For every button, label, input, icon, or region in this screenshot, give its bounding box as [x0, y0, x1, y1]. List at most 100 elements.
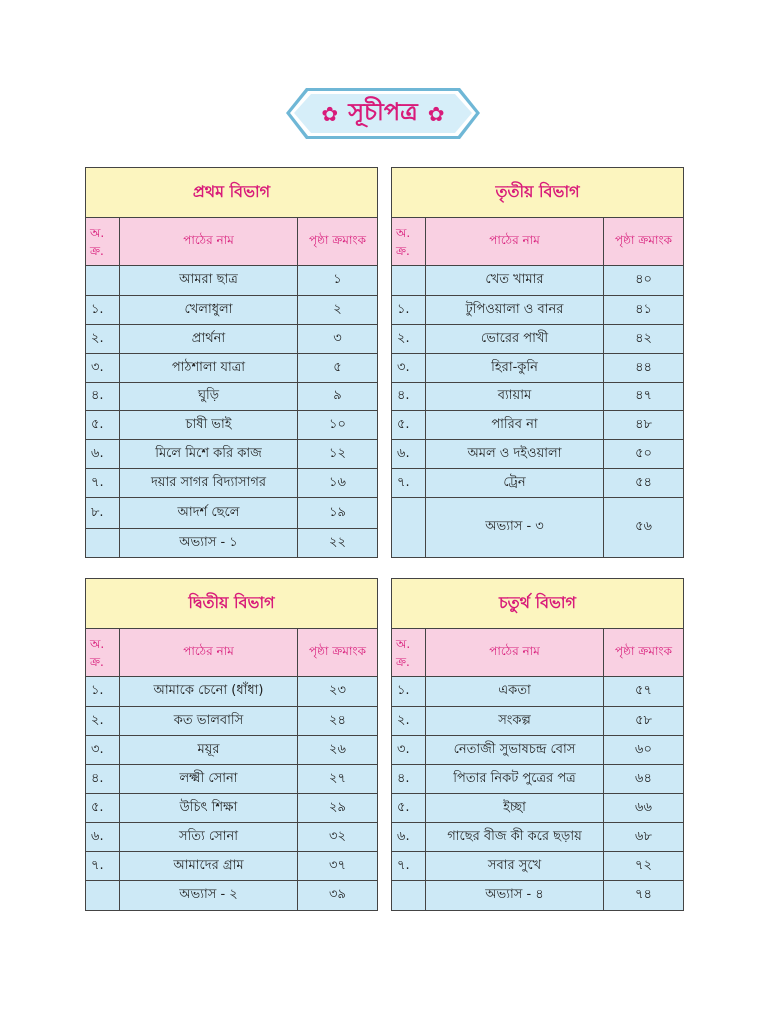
lesson-cell: অভ্যাস - ১: [119, 528, 298, 558]
lesson-cell: আমাদের গ্রাম: [119, 851, 298, 881]
flower-icon: ✿: [427, 101, 445, 126]
section-heading: চতুর্থ বিভাগ: [391, 578, 684, 629]
serial-cell: ১.: [391, 295, 426, 325]
table-row: ২. ভোরের পাখী ৪২: [391, 324, 685, 354]
serial-cell: ৬.: [391, 439, 426, 469]
serial-cell: ৬.: [85, 822, 120, 852]
page-cell: ৬৪: [603, 764, 684, 794]
lesson-cell: সবার সুখে: [425, 851, 604, 881]
table-row: ৩. ময়ূর ২৬: [85, 735, 378, 765]
lesson-cell: গাছের বীজ কী করে ছড়ায়: [425, 822, 604, 852]
serial-cell: ৭.: [85, 468, 120, 498]
serial-cell: ২.: [391, 706, 426, 736]
serial-cell: ৩.: [85, 735, 120, 765]
page-cell: ৭২: [603, 851, 684, 881]
page-cell: ২৩: [297, 676, 378, 707]
table-row: ৩. হিরা-কুনি ৪৪: [391, 353, 685, 383]
serial-cell: [85, 265, 120, 296]
lesson-cell: লক্ষ্মী সোনা: [119, 764, 298, 794]
lesson-cell: দয়ার সাগর বিদ্যাসাগর: [119, 468, 298, 498]
lesson-cell: আমরা ছাত্র: [119, 265, 298, 296]
serial-cell: ১.: [391, 676, 426, 707]
page-cell: ৪৪: [602, 353, 685, 383]
serial-cell: ৫.: [85, 793, 120, 823]
lesson-cell: ময়ূর: [119, 735, 298, 765]
serial-cell: ৫.: [391, 793, 426, 823]
page-cell: ২২: [297, 528, 378, 558]
table-row: অভ্যাস - ২ ৩৯: [85, 880, 378, 911]
serial-cell: ১.: [85, 676, 120, 707]
banner-shape: [286, 88, 480, 139]
page-cell: ১২: [297, 439, 378, 469]
serial-cell: ৫.: [85, 410, 120, 440]
serial-header: অ. ক্র.: [85, 628, 120, 677]
table-row: খেত খামার ৪০: [391, 265, 685, 296]
page-cell: ২৪: [297, 706, 378, 736]
table-row: ২. প্রার্থনা ৩: [85, 324, 378, 354]
serial-cell: ২.: [85, 324, 120, 354]
page-cell: ৫৪: [602, 468, 685, 498]
table-row: ৫. উচিৎ শিক্ষা ২৯: [85, 793, 378, 823]
serial-cell: ৪.: [391, 764, 426, 794]
table-row: ৬. অমল ও দইওয়ালা ৫০: [391, 439, 685, 469]
lesson-cell: সংকল্প: [425, 706, 604, 736]
table-row: ৩. নেতাজী সুভাষচন্দ্র বোস ৬০: [391, 735, 684, 765]
lesson-cell: অভ্যাস - ৩: [425, 497, 604, 558]
serial-cell: ৩.: [391, 735, 426, 765]
lesson-cell: সত্যি সোনা: [119, 822, 298, 852]
table-row: অভ্যাস - ৪ ৭৪: [391, 880, 684, 911]
lesson-cell: ইচ্ছা: [425, 793, 604, 823]
serial-cell: ৭.: [391, 851, 426, 881]
page-cell: ৪২: [602, 324, 685, 354]
serial-cell: ২.: [391, 324, 426, 354]
page-cell: ৯: [297, 382, 378, 411]
table-row: ৫. চাষী ভাই ১০: [85, 410, 378, 440]
page-cell: ৪০: [602, 265, 685, 296]
serial-cell: ৬.: [391, 822, 426, 852]
table-row: ৭. সবার সুখে ৭২: [391, 851, 684, 881]
lesson-cell: অমল ও দইওয়ালা: [425, 439, 604, 469]
table-row: ৭. আমাদের গ্রাম ৩৭: [85, 851, 378, 881]
page-cell: ৫০: [602, 439, 685, 469]
page-cell: ৬০: [603, 735, 684, 765]
page-cell: ৬৮: [603, 822, 684, 852]
page-cell: ৫৭: [603, 676, 684, 707]
table-row: ৪. পিতার নিকট পুত্রের পত্র ৬৪: [391, 764, 684, 794]
table-row: ৬. গাছের বীজ কী করে ছড়ায় ৬৮: [391, 822, 684, 852]
serial-cell: ৪.: [85, 764, 120, 794]
lesson-cell: ট্রেন: [425, 468, 604, 498]
section-heading: দ্বিতীয় বিভাগ: [85, 578, 378, 629]
table-row: ১. একতা ৫৭: [391, 676, 684, 707]
serial-cell: [391, 497, 426, 558]
table-row: ৮. আদর্শ ছেলে ১৯: [85, 497, 378, 529]
lesson-cell: অভ্যাস - ২: [119, 880, 298, 911]
serial-header: অ. ক্র.: [391, 628, 426, 677]
serial-cell: [391, 880, 426, 911]
page-cell: ৩২: [297, 822, 378, 852]
serial-cell: ৪.: [85, 382, 120, 411]
serial-cell: ৭.: [391, 468, 426, 498]
table-row: অভ্যাস - ১ ২২: [85, 528, 378, 558]
lesson-cell: নেতাজী সুভাষচন্দ্র বোস: [425, 735, 604, 765]
page-cell: ৪৭: [602, 382, 685, 411]
section-table-2: দ্বিতীয় বিভাগ অ. ক্র. পাঠের নাম পৃষ্ঠা ক…: [85, 578, 378, 911]
page-header: পৃষ্ঠা ক্রমাংক: [602, 217, 685, 266]
table-row: ৭. দয়ার সাগর বিদ্যাসাগর ১৬: [85, 468, 378, 498]
section-heading: তৃতীয় বিভাগ: [390, 167, 685, 218]
page-cell: ৭৪: [603, 880, 684, 911]
serial-header: অ. ক্র.: [391, 217, 426, 266]
page-cell: ১০: [297, 410, 378, 440]
page-cell: ১৬: [297, 468, 378, 498]
page-header: পৃষ্ঠা ক্রমাংক: [297, 217, 378, 266]
lesson-cell: আমাকে চেনো (ধাঁধা): [119, 676, 298, 707]
serial-cell: ২.: [85, 706, 120, 736]
serial-cell: ৮.: [85, 497, 120, 529]
lesson-header: পাঠের নাম: [119, 628, 298, 677]
title-banner: ✿ সূচীপত্র ✿: [284, 86, 482, 141]
page-cell: ৬৬: [603, 793, 684, 823]
serial-cell: ৫.: [391, 410, 426, 440]
lesson-cell: পিতার নিকট পুত্রের পত্র: [425, 764, 604, 794]
table-row: ২. কত ভালবাসি ২৪: [85, 706, 378, 736]
lesson-cell: ঘুড়ি: [119, 382, 298, 411]
lesson-cell: খেত খামার: [425, 265, 604, 296]
